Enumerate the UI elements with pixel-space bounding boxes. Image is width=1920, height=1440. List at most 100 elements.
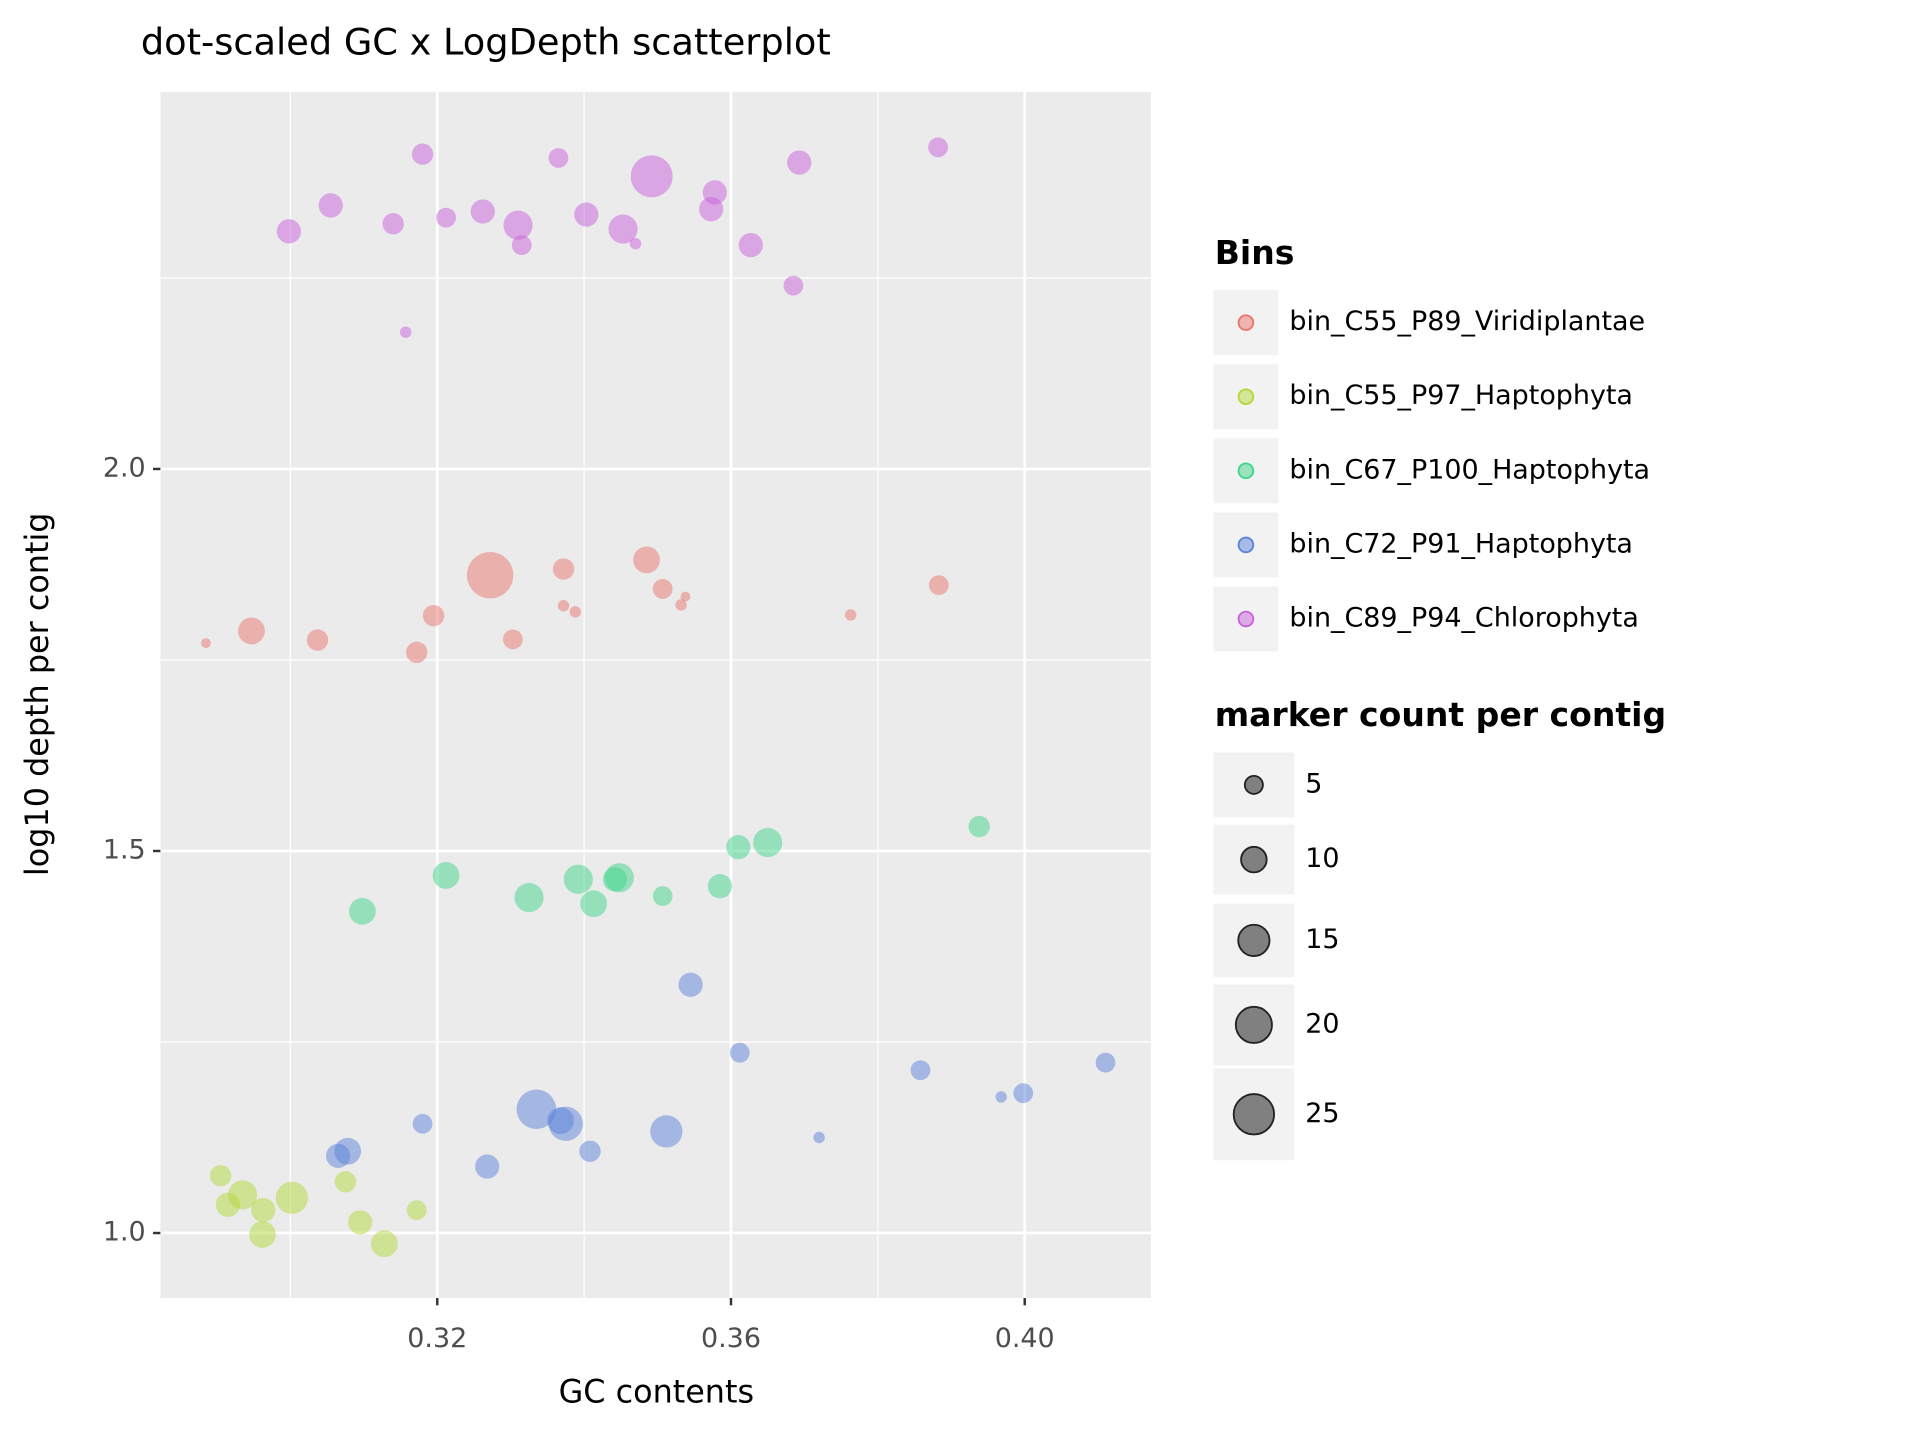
x-axis-title: GC contents (559, 1372, 754, 1410)
point (251, 1197, 276, 1223)
point (633, 546, 660, 574)
point (503, 210, 533, 240)
size-legend-label: 20 (1305, 1008, 1339, 1039)
point (405, 641, 428, 664)
size-legend-dot (1232, 1093, 1275, 1136)
size-legend-dot (1237, 923, 1271, 957)
panel (160, 91, 1152, 1298)
point (334, 1171, 357, 1193)
y-tick-label: 1.0 (103, 1217, 146, 1248)
point (516, 1089, 557, 1130)
point (238, 617, 265, 645)
point (406, 1200, 427, 1220)
point (276, 219, 302, 244)
point (422, 604, 445, 627)
point (209, 1165, 232, 1187)
point (348, 1210, 373, 1235)
legend-swatch (1237, 462, 1255, 480)
point (511, 235, 532, 256)
point (436, 207, 456, 228)
point (249, 1221, 276, 1248)
point (557, 600, 570, 612)
point (475, 1154, 500, 1179)
point (412, 1113, 433, 1134)
point (514, 883, 544, 913)
chart-title: dot-scaled GC x LogDepth scatterplot (141, 21, 831, 64)
point (783, 275, 804, 296)
legend: bin_C55_P89_Viridiplantae bin_C55_P97_Hap… (1213, 290, 1650, 1161)
point (547, 1107, 575, 1135)
legend-swatch (1237, 536, 1255, 554)
legend-swatch (1237, 610, 1255, 628)
point (726, 835, 751, 860)
point (968, 815, 990, 838)
size-legend-title: marker count per contig (1215, 695, 1666, 734)
point (574, 202, 599, 227)
point (548, 148, 569, 168)
point (1013, 1083, 1034, 1104)
legend-label: bin_C55_P97_Haptophyta (1289, 380, 1633, 411)
point (602, 867, 628, 892)
point (275, 1181, 309, 1215)
point (753, 828, 783, 858)
size-legend-label: 10 (1305, 843, 1339, 874)
size-legend-dot (1234, 1005, 1273, 1044)
point (432, 862, 460, 889)
point (411, 143, 434, 165)
point (552, 558, 575, 580)
legend-label: bin_C72_P91_Haptophyta (1289, 528, 1633, 559)
point (563, 864, 593, 894)
point (370, 1230, 398, 1258)
point (678, 972, 703, 997)
y-tick-label: 1.5 (103, 834, 146, 865)
legend-swatch (1237, 388, 1255, 405)
point (650, 1115, 683, 1148)
point (787, 150, 812, 175)
point (466, 551, 514, 599)
point (334, 1137, 362, 1165)
point (699, 197, 724, 222)
point (729, 1042, 750, 1063)
point (928, 575, 949, 596)
point (844, 609, 857, 621)
y-axis-title: log10 depth per contig (18, 513, 56, 877)
size-legend-dot (1240, 845, 1268, 874)
legend-label: bin_C89_P94_Chlorophyta (1289, 602, 1638, 633)
x-tick-label: 0.40 (995, 1323, 1055, 1354)
point (399, 326, 412, 338)
point (580, 890, 608, 918)
legend-label: bin_C67_P100_Haptophyta (1289, 454, 1650, 485)
point (652, 886, 673, 906)
point (382, 213, 404, 235)
legend-label: bin_C55_P89_Viridiplantae (1289, 306, 1645, 337)
point (995, 1091, 1007, 1103)
point (200, 638, 211, 649)
point (228, 1180, 258, 1210)
point (629, 237, 642, 250)
point (707, 874, 733, 899)
point (675, 599, 687, 611)
point (569, 606, 582, 618)
point (630, 155, 673, 198)
point (306, 629, 329, 651)
point (652, 579, 673, 599)
point (470, 199, 495, 224)
point (348, 897, 376, 925)
x-tick-label: 0.32 (407, 1323, 467, 1354)
point (1095, 1052, 1116, 1073)
size-legend-label: 15 (1305, 924, 1339, 955)
y-tick-label: 2.0 (103, 452, 146, 483)
legend-swatch (1237, 314, 1255, 331)
point (738, 232, 763, 258)
point (318, 193, 343, 218)
point (910, 1060, 931, 1081)
size-legend-label: 25 (1305, 1098, 1339, 1129)
point (680, 591, 691, 602)
point (579, 1140, 601, 1162)
point (928, 137, 948, 158)
points (200, 137, 1116, 1258)
point (813, 1131, 825, 1144)
size-legend-label: 5 (1305, 768, 1322, 799)
legend-title: Bins (1215, 233, 1295, 272)
